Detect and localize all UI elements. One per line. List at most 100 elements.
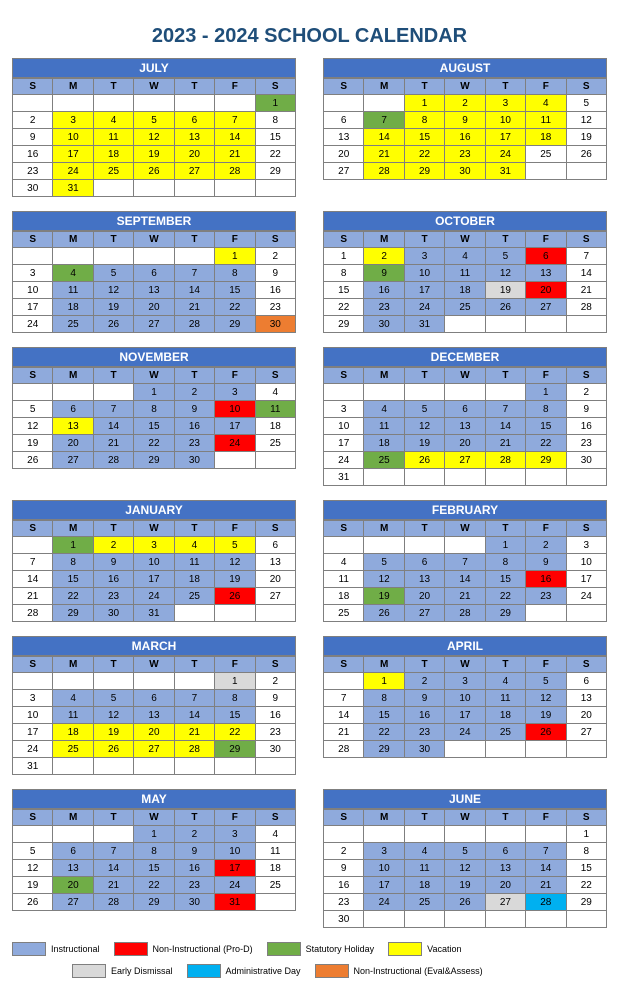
day-cell <box>53 248 93 265</box>
day-cell: 22 <box>215 724 255 741</box>
day-cell: 1 <box>404 95 444 112</box>
day-cell: 11 <box>255 843 295 860</box>
day-cell: 19 <box>13 435 53 452</box>
day-cell: 26 <box>13 452 53 469</box>
legend-label: Non-Instructional (Eval&Assess) <box>354 966 483 976</box>
legend-swatch <box>315 964 349 978</box>
dow-header: M <box>364 368 404 384</box>
day-cell: 24 <box>215 435 255 452</box>
day-cell: 22 <box>526 435 566 452</box>
day-cell: 22 <box>566 877 606 894</box>
day-cell: 21 <box>215 146 255 163</box>
day-cell <box>134 95 174 112</box>
legend-item: Non-Instructional (Pro-D) <box>114 942 253 956</box>
day-cell: 15 <box>485 571 525 588</box>
dow-header: T <box>404 657 444 673</box>
day-cell: 7 <box>93 401 133 418</box>
day-cell: 24 <box>445 724 485 741</box>
day-cell <box>364 826 404 843</box>
dow-header: S <box>566 368 606 384</box>
day-cell <box>93 248 133 265</box>
legend-label: Early Dismissal <box>111 966 173 976</box>
day-cell: 11 <box>364 418 404 435</box>
day-cell: 3 <box>404 248 444 265</box>
day-cell <box>134 758 174 775</box>
legend-swatch <box>267 942 301 956</box>
day-cell <box>93 95 133 112</box>
day-cell: 10 <box>404 265 444 282</box>
day-cell: 1 <box>215 248 255 265</box>
day-cell <box>485 911 525 928</box>
day-cell: 5 <box>13 401 53 418</box>
day-cell: 6 <box>566 673 606 690</box>
day-cell: 13 <box>526 265 566 282</box>
day-cell: 23 <box>174 435 214 452</box>
day-cell: 24 <box>324 452 364 469</box>
day-cell <box>526 316 566 333</box>
dow-header: T <box>404 368 444 384</box>
day-cell: 3 <box>215 826 255 843</box>
dow-header: T <box>485 368 525 384</box>
day-cell <box>255 180 295 197</box>
day-cell: 6 <box>134 265 174 282</box>
day-cell: 5 <box>445 843 485 860</box>
day-cell <box>445 537 485 554</box>
day-cell: 18 <box>174 571 214 588</box>
day-cell: 3 <box>445 673 485 690</box>
day-cell: 9 <box>566 401 606 418</box>
month-table: SMTWTFS123456789101112131415161718192021… <box>12 231 296 333</box>
month-header: FEBRUARY <box>323 500 607 520</box>
day-cell: 5 <box>134 112 174 129</box>
day-cell: 28 <box>364 163 404 180</box>
day-cell <box>13 673 53 690</box>
day-cell: 24 <box>566 588 606 605</box>
day-cell <box>526 469 566 486</box>
month-november: NOVEMBERSMTWTFS1234567891011121314151617… <box>12 347 296 486</box>
day-cell: 12 <box>445 860 485 877</box>
day-cell: 2 <box>526 537 566 554</box>
day-cell: 21 <box>93 877 133 894</box>
day-cell <box>134 673 174 690</box>
month-october: OCTOBERSMTWTFS12345678910111213141516171… <box>323 211 607 333</box>
day-cell: 24 <box>485 146 525 163</box>
legend-item: Early Dismissal <box>72 964 173 978</box>
dow-header: T <box>485 657 525 673</box>
day-cell: 13 <box>404 571 444 588</box>
dow-header: F <box>526 810 566 826</box>
month-may: MAYSMTWTFS123456789101112131415161718192… <box>12 789 296 928</box>
day-cell: 23 <box>364 299 404 316</box>
legend-item: Non-Instructional (Eval&Assess) <box>315 964 483 978</box>
day-cell: 11 <box>255 401 295 418</box>
day-cell: 8 <box>134 401 174 418</box>
day-cell: 8 <box>53 554 93 571</box>
day-cell: 27 <box>53 452 93 469</box>
day-cell: 15 <box>566 860 606 877</box>
dow-header: S <box>324 368 364 384</box>
day-cell: 15 <box>324 282 364 299</box>
day-cell: 3 <box>215 384 255 401</box>
day-cell: 5 <box>364 554 404 571</box>
dow-header: F <box>526 521 566 537</box>
dow-header: S <box>566 232 606 248</box>
day-cell: 31 <box>404 316 444 333</box>
day-cell <box>404 469 444 486</box>
day-cell: 7 <box>526 843 566 860</box>
day-cell: 17 <box>134 571 174 588</box>
day-cell: 8 <box>215 690 255 707</box>
day-cell: 11 <box>53 282 93 299</box>
day-cell: 15 <box>364 707 404 724</box>
dow-header: T <box>485 232 525 248</box>
day-cell: 5 <box>215 537 255 554</box>
day-cell: 28 <box>526 894 566 911</box>
dow-header: W <box>134 521 174 537</box>
day-cell: 27 <box>445 452 485 469</box>
month-table: SMTWTFS123456789101112131415161718192021… <box>12 656 296 775</box>
day-cell <box>13 95 53 112</box>
dow-header: S <box>324 810 364 826</box>
day-cell: 23 <box>174 877 214 894</box>
day-cell: 10 <box>134 554 174 571</box>
day-cell: 8 <box>566 843 606 860</box>
legend-swatch <box>187 964 221 978</box>
day-cell: 25 <box>526 146 566 163</box>
dow-header: M <box>364 657 404 673</box>
